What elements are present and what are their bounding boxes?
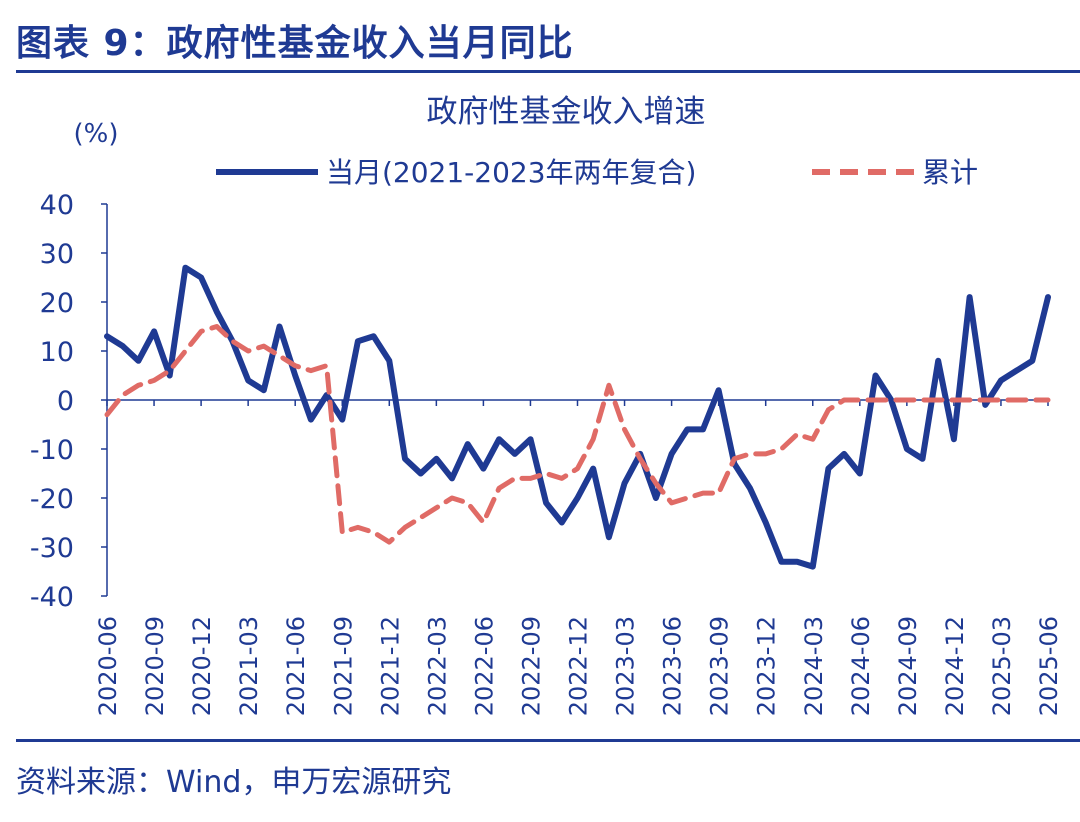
y-tick-label: -30 [30,533,74,564]
top-rule [16,70,1080,73]
y-tick-label: 10 [40,337,74,368]
x-tick-label: 2021-12 [376,616,404,716]
x-tick-label: 2024-06 [847,616,875,716]
x-axis: 2020-06 2020-09 2020-12 2021-03 2021-06 2021-… [94,399,1063,716]
x-tick-label: 2024-09 [894,616,922,716]
x-tick-label: 2020-09 [141,616,169,716]
y-tick-label: -40 [30,582,74,613]
x-tick-label: 2022-03 [423,616,451,716]
chart-title: 政府性基金收入增速 [427,94,706,130]
y-axis: 40 30 20 10 0 -10 -20 -30 -40 [30,190,108,613]
x-tick-label: 2023-06 [659,616,687,716]
x-tick-label: 2024-12 [941,616,969,716]
series-group [104,264,1051,570]
x-tick-label: 2022-09 [517,616,545,716]
y-tick-label: -10 [30,435,74,466]
y-tick-label: -20 [30,484,74,515]
x-tick-label: 2023-12 [753,616,781,716]
x-tick-label: 2021-09 [329,616,357,716]
y-tick-label: 40 [40,190,74,221]
x-tick-label: 2022-12 [565,616,593,716]
y-tick-label: 30 [40,239,74,270]
x-tick-label: 2021-06 [282,616,310,716]
legend: 当月(2021-2023年两年复合) 累计 [216,156,978,189]
x-tick-label: 2024-03 [800,616,828,716]
series-line-monthly [104,264,1051,570]
x-tick-label: 2020-06 [94,616,122,716]
legend-label-cumulative: 累计 [922,156,978,189]
y-tick-label: 20 [40,288,74,319]
x-tick-label: 2020-12 [188,616,216,716]
x-tick-label: 2023-03 [612,616,640,716]
x-tick-label: 2022-06 [470,616,498,716]
figure-title: 图表 9：政府性基金收入当月同比 [16,23,574,64]
y-tick-label: 0 [57,386,74,417]
x-tick-label: 2025-03 [988,616,1016,716]
x-tick-label: 2023-09 [706,616,734,716]
y-unit-label: (%) [74,119,119,149]
x-tick-label: 2021-03 [235,616,263,716]
legend-label-monthly: 当月(2021-2023年两年复合) [326,156,696,189]
x-tick-label: 2025-06 [1035,616,1063,716]
source-note: 资料来源：Wind，申万宏源研究 [16,765,452,800]
bottom-rule [16,739,1080,742]
chart: 政府性基金收入增速 (%) 当月(2021-2023年两年复合) 累计 40 30… [30,94,1063,716]
series-line-cumulative [104,324,1051,545]
